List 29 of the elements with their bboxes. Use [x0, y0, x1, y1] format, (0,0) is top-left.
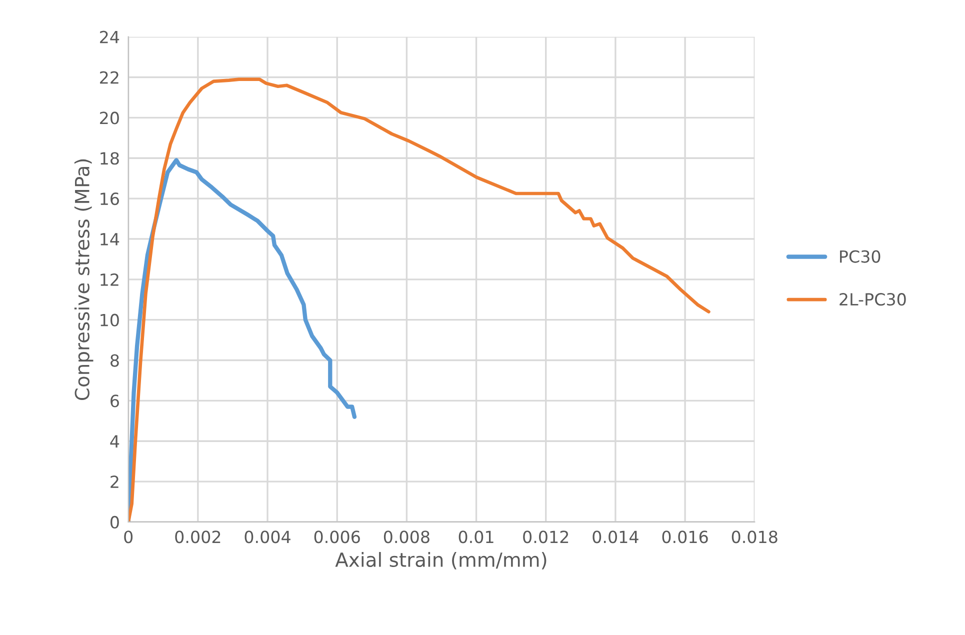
x-tick-label: 0.012 [523, 530, 568, 544]
legend-label: 2L-PC30 [840, 293, 906, 306]
y-tick-label: 24 [100, 30, 120, 44]
y-tick-label: 10 [100, 314, 119, 326]
legend-label: PC30 [840, 250, 880, 263]
y-tick-label: 8 [110, 354, 119, 367]
x-tick-label: 0.004 [244, 530, 290, 544]
y-tick-label: 14 [100, 233, 120, 246]
x-tick-label: 0 [124, 530, 133, 544]
x-tick-label: 0.006 [314, 530, 360, 544]
x-tick-label: 0.014 [592, 530, 638, 544]
y-tick-label: 2 [110, 476, 118, 488]
x-axis-title: Axial strain (mm/mm) [335, 552, 546, 570]
y-axis-title: Conpressive stress (MPa) [74, 159, 94, 400]
x-tick-label: 0.018 [732, 530, 778, 544]
y-tick-label: 0 [110, 516, 119, 529]
y-tick-label: 16 [100, 192, 119, 206]
x-tick-label: 0.002 [175, 530, 220, 544]
y-tick-label: 20 [100, 112, 119, 124]
y-tick-label: 12 [100, 273, 118, 286]
y-tick-label: 6 [110, 394, 119, 408]
y-tick-label: 18 [100, 152, 119, 165]
line-series [128, 158, 357, 522]
x-tick-label: 0.01 [458, 530, 494, 544]
line-series [128, 78, 710, 522]
x-tick-label: 0.008 [384, 530, 430, 544]
y-tick-label: 4 [110, 435, 120, 448]
x-tick-label: 0.016 [662, 530, 708, 544]
y-tick-label: 22 [100, 71, 118, 84]
